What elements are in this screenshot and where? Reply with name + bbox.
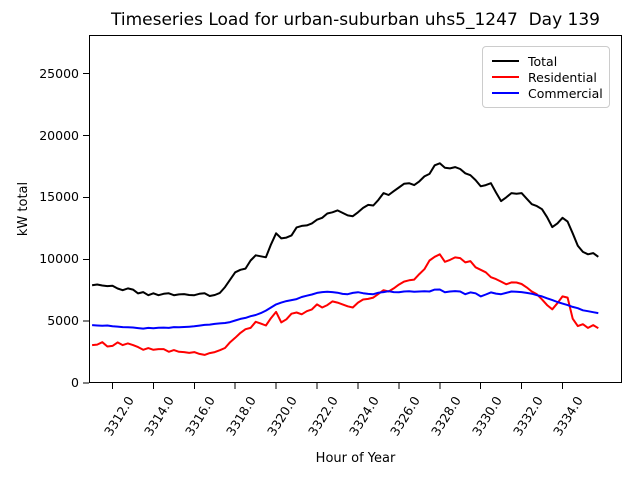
legend-line-swatch xyxy=(492,92,519,94)
legend-item-residential: Residential xyxy=(492,69,600,85)
series-line-total xyxy=(91,162,599,297)
series-line-commercial xyxy=(92,288,599,330)
y-tick-label: 25000 xyxy=(39,65,79,81)
series-line-residential xyxy=(92,253,599,356)
legend: Total Residential Commercial xyxy=(482,46,610,108)
legend-label: Commercial xyxy=(528,85,603,101)
y-tick-label: 5000 xyxy=(47,313,79,329)
y-tick-label: 20000 xyxy=(39,127,79,143)
x-axis-label: Hour of Year xyxy=(315,451,396,466)
y-tick-label: 0 xyxy=(71,375,79,390)
legend-item-total: Total xyxy=(492,53,600,69)
legend-label: Total xyxy=(528,53,558,69)
chart-title: Timeseries Load for urban-suburban uhs5_… xyxy=(111,10,600,30)
y-tick-label: 10000 xyxy=(39,251,79,267)
legend-label: Residential xyxy=(528,69,597,85)
y-tick-label: 15000 xyxy=(39,189,79,205)
legend-item-commercial: Commercial xyxy=(492,85,603,101)
plot-border xyxy=(89,35,622,383)
legend-line-swatch xyxy=(492,60,519,62)
legend-line-swatch xyxy=(492,76,519,78)
y-axis-label: kW total xyxy=(16,181,31,237)
